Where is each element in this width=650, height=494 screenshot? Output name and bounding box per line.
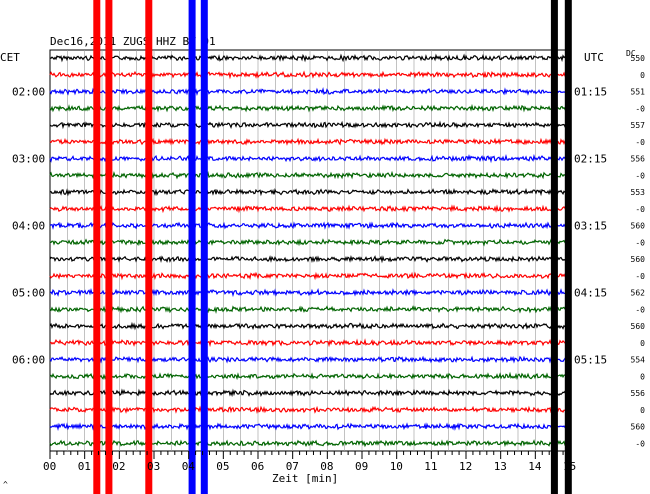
x-tick-label: 10	[390, 460, 403, 473]
right-unit-label: UTC	[584, 51, 604, 64]
dc-label: DC	[626, 49, 636, 58]
chart-header: Dec16,2011 ZUGS HHZ BW 01	[50, 35, 216, 48]
dc-value: -0	[635, 439, 645, 448]
dc-value: 554	[631, 356, 646, 365]
dc-value: 0	[640, 71, 645, 80]
trace-line	[49, 170, 571, 180]
trace-line	[49, 137, 571, 146]
event-band-group	[93, 0, 572, 494]
trace-line	[49, 187, 571, 197]
trace-line	[49, 321, 571, 331]
dc-value: -0	[635, 205, 645, 214]
x-tick-label: 09	[355, 460, 368, 473]
trace-line	[49, 120, 571, 130]
x-tick-label: 00	[43, 460, 56, 473]
dc-value: 557	[631, 121, 646, 130]
dc-value: -0	[635, 238, 645, 247]
x-tick-label: 01	[78, 460, 91, 473]
trace-line	[49, 405, 571, 414]
dc-value: 0	[640, 339, 645, 348]
x-tick-label: 13	[494, 460, 507, 473]
trace-line	[49, 439, 571, 448]
x-tick-label: 15	[563, 460, 576, 473]
event-band	[550, 0, 558, 494]
dc-value: 553	[631, 188, 646, 197]
trace-line	[49, 288, 571, 298]
left-unit-label: CET	[0, 51, 20, 64]
dc-value: -0	[635, 138, 645, 147]
trace-line	[49, 103, 571, 113]
trace-line	[49, 221, 571, 230]
x-tick-label: 02	[112, 460, 125, 473]
left-time-label: 05:00	[12, 287, 45, 300]
x-axis-label: Zeit [min]	[272, 472, 338, 485]
right-time-label: 05:15	[574, 354, 607, 367]
trace-line	[49, 70, 570, 80]
event-band	[105, 0, 113, 494]
event-band	[145, 0, 153, 494]
trace-line	[49, 422, 571, 431]
dc-value: -0	[635, 104, 645, 113]
trace-line	[49, 371, 571, 381]
dc-value: 550	[631, 54, 646, 63]
right-time-label: 04:15	[574, 287, 607, 300]
trace-line	[49, 305, 571, 314]
dc-value: 0	[640, 372, 645, 381]
x-tick-label: 11	[424, 460, 437, 473]
dc-value: 560	[631, 322, 646, 331]
trace-line	[49, 254, 571, 264]
event-band	[564, 0, 572, 494]
dc-value: -0	[635, 272, 645, 281]
dc-value: 0	[640, 406, 645, 415]
trace-line	[49, 338, 571, 348]
right-time-label: 03:15	[574, 220, 607, 233]
right-time-label: 01:15	[574, 86, 607, 99]
trace-line	[49, 388, 571, 398]
left-time-label: 04:00	[12, 220, 45, 233]
x-tick-label: 12	[459, 460, 472, 473]
trace-line	[49, 53, 571, 63]
dc-value: 560	[631, 423, 646, 432]
trace-line	[49, 204, 571, 214]
x-tick-label: 06	[251, 460, 264, 473]
left-time-label: 02:00	[12, 86, 45, 99]
x-tick-label: 08	[320, 460, 333, 473]
trace-line	[49, 87, 571, 96]
left-time-label: 03:00	[12, 153, 45, 166]
x-tick-label: 14	[528, 460, 542, 473]
x-axis: 00 01 02 03 04 05 06 07 08 09 10 11 12 13 14 15	[43, 451, 576, 473]
x-tick-label: 04	[182, 460, 196, 473]
trace-group	[49, 53, 571, 448]
dc-value: 560	[631, 222, 646, 231]
dc-value: 556	[631, 389, 646, 398]
right-time-label: 02:15	[574, 153, 607, 166]
trace-line	[49, 238, 571, 247]
x-tick-label: 07	[286, 460, 299, 473]
dc-value: -0	[635, 171, 645, 180]
left-time-label: 06:00	[12, 354, 45, 367]
event-band	[188, 0, 196, 494]
dc-value: 551	[631, 88, 646, 97]
x-tick-label: 05	[216, 460, 229, 473]
dc-value: -0	[635, 305, 645, 314]
time-label-group: 02:00 03:00 04:00 05:00 06:00 01:15 02:15 03:15…	[12, 54, 645, 448]
trace-line	[49, 153, 571, 164]
dc-value: 556	[631, 155, 646, 164]
event-band	[200, 0, 208, 494]
footer-mark: ^	[3, 480, 8, 489]
trace-line	[49, 355, 571, 364]
event-band	[93, 0, 101, 494]
dc-value: 560	[631, 255, 646, 264]
dc-value: 562	[631, 289, 646, 298]
trace-line	[49, 271, 571, 281]
x-tick-label: 03	[147, 460, 160, 473]
